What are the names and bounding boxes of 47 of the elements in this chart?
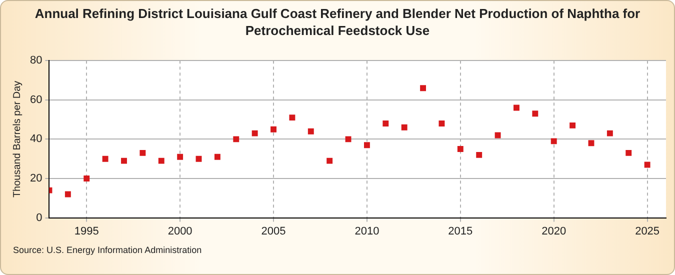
point	[345, 136, 352, 142]
x-tick-label: 2020	[542, 225, 566, 238]
x-tick-label: 2010	[354, 225, 380, 238]
point	[84, 176, 90, 182]
y-tick-label: 20	[30, 172, 42, 185]
point	[270, 126, 276, 132]
y-tick-label: 40	[30, 133, 42, 146]
point	[494, 132, 501, 138]
point	[476, 152, 482, 158]
point	[382, 120, 389, 126]
point	[177, 154, 184, 160]
x-tick-label: 2005	[261, 225, 286, 238]
point	[233, 136, 240, 142]
y-axis-title: Thousand Barrels per Day	[12, 80, 23, 198]
point	[252, 130, 258, 136]
source-note: Source: U.S. Energy Information Administration	[13, 245, 202, 255]
point	[326, 158, 333, 164]
point	[140, 150, 146, 156]
point	[102, 156, 108, 162]
x-tick-label: 1995	[74, 225, 99, 238]
point	[588, 140, 594, 146]
point	[196, 156, 202, 162]
x-tick-label: 2000	[168, 225, 192, 238]
point	[364, 142, 370, 148]
x-tick-label: 2015	[448, 225, 473, 238]
x-tick-label: 2025	[635, 225, 660, 238]
point	[289, 114, 296, 121]
point	[606, 130, 613, 136]
point	[626, 150, 632, 156]
point	[550, 138, 557, 144]
point	[158, 158, 164, 164]
y-tick-label: 60	[30, 94, 42, 106]
point	[514, 104, 520, 111]
point	[570, 122, 576, 128]
point	[644, 162, 650, 168]
point	[438, 120, 445, 126]
point	[401, 124, 408, 130]
point	[420, 85, 426, 92]
point	[214, 154, 220, 160]
chart-title: Annual Refining District Louisiana Gulf Coast Refinery and Blender Net Production of Naphtha for Petrochemical Feedstock Use	[34, 5, 642, 39]
point	[457, 146, 464, 152]
point	[64, 191, 71, 198]
point	[308, 128, 314, 134]
point	[121, 158, 127, 164]
point	[532, 110, 538, 117]
y-tick-label: 80	[30, 54, 42, 67]
y-tick-label: 0	[36, 212, 42, 224]
